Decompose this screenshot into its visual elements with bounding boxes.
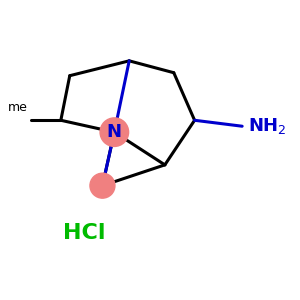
Text: me: me: [8, 101, 28, 114]
Text: NH$_2$: NH$_2$: [248, 116, 286, 136]
Text: N: N: [107, 123, 122, 141]
Circle shape: [90, 173, 115, 198]
Circle shape: [100, 118, 129, 146]
Text: HCl: HCl: [63, 223, 106, 243]
